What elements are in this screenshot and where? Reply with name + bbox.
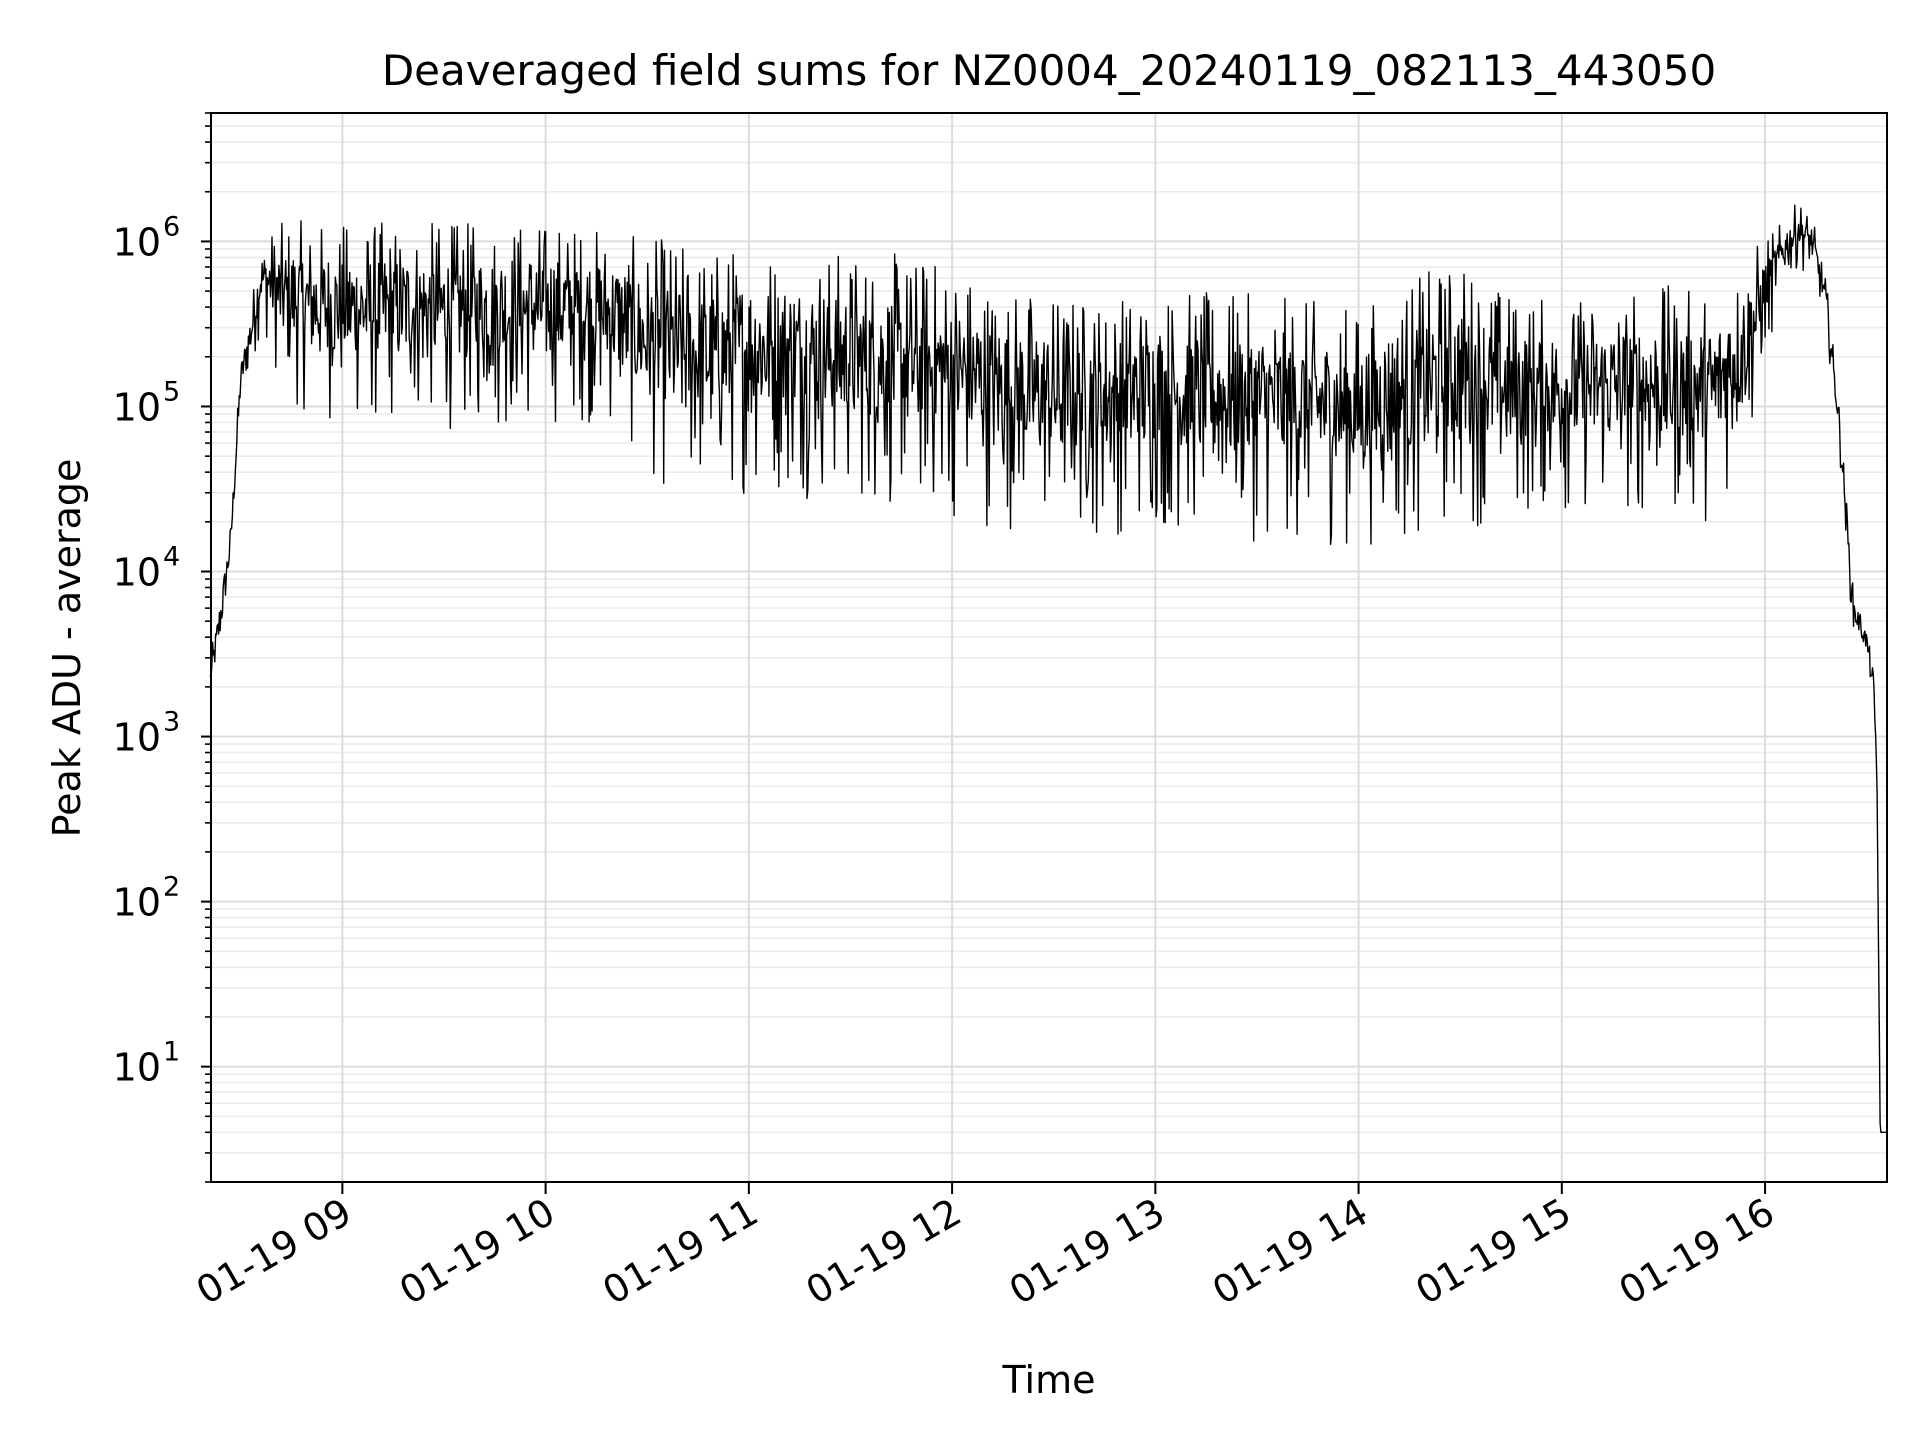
chart-title: Deaveraged field sums for NZ0004_2024011… xyxy=(382,46,1716,95)
y-tick-label: 10 xyxy=(113,551,161,595)
y-tick-label: 10 xyxy=(113,385,161,429)
y-tick-label: 10 xyxy=(113,881,161,925)
y-tick-label: 10 xyxy=(113,716,161,760)
y-tick-label-exponent: 2 xyxy=(163,872,180,903)
x-axis-label: Time xyxy=(1002,1358,1096,1402)
grid-major xyxy=(211,113,1887,1182)
y-tick-label-exponent: 6 xyxy=(163,211,180,242)
y-tick-label: 10 xyxy=(113,220,161,264)
y-tick-label-exponent: 1 xyxy=(163,1037,180,1068)
y-tick-label-exponent: 4 xyxy=(163,542,180,573)
series-group xyxy=(209,204,1887,1133)
y-axis-label: Peak ADU - average xyxy=(45,459,89,838)
plot-frame xyxy=(210,112,1888,1183)
grid-minor xyxy=(211,112,1887,1183)
y-tick-label-exponent: 3 xyxy=(163,707,180,738)
series-line xyxy=(209,204,1887,1133)
y-tick-label: 10 xyxy=(113,1046,161,1090)
y-tick-label-exponent: 5 xyxy=(163,376,180,407)
